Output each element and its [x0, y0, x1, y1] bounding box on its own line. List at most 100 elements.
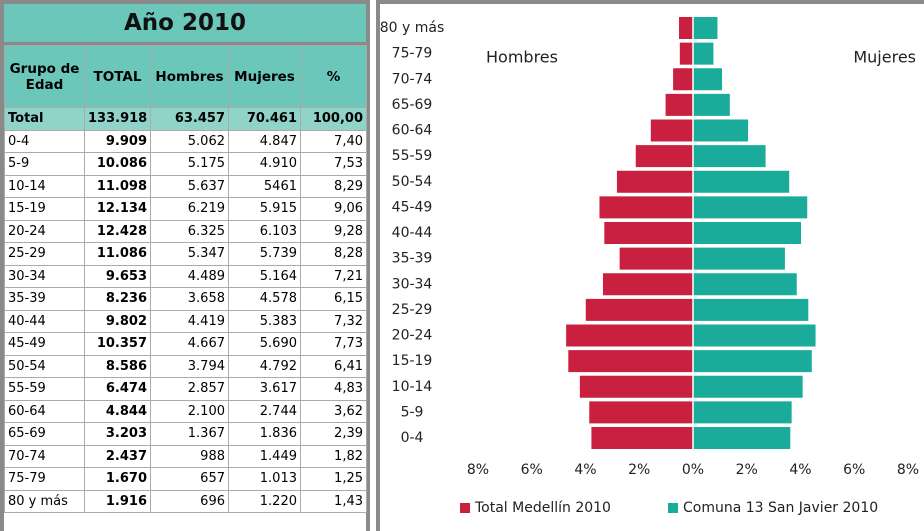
table-cell: 11.098 [84, 174, 151, 198]
table-cell: 5461 [228, 174, 301, 198]
table-cell: 8.236 [84, 287, 151, 311]
bar [693, 427, 791, 449]
table-cell: 50-54 [4, 354, 85, 378]
table-row: 30-34 9.653 4.489 5.164 7,21 [4, 264, 367, 288]
table-cell: 8,28 [300, 242, 367, 266]
table-cell: 1,82 [300, 444, 367, 468]
table-cell: 3.203 [84, 422, 151, 446]
table-cell: 80 y más [4, 489, 85, 513]
table-cell: 65-69 [4, 422, 85, 446]
y-tick-label: 60-64 [392, 123, 433, 139]
legend-swatch [460, 503, 470, 513]
bar [589, 401, 693, 424]
table-cell: 1.013 [228, 467, 301, 491]
bar [568, 350, 693, 373]
column-header: % [300, 45, 367, 108]
table-title: Año 2010 [4, 4, 366, 45]
table-row: 15-19 12.134 6.219 5.915 9,06 [4, 197, 367, 221]
bar [693, 68, 723, 91]
table-cell: 35-39 [4, 287, 85, 311]
y-tick-label: 20-24 [392, 328, 433, 344]
x-tick-label: 6% [521, 462, 543, 478]
table-cell: 75-79 [4, 467, 85, 491]
y-tick-label: 25-29 [392, 302, 433, 318]
x-tick-label: 4% [789, 462, 811, 478]
x-tick-label: 8% [467, 462, 489, 478]
table-cell: 2.437 [84, 444, 151, 468]
table-cell: 1.916 [84, 489, 151, 513]
table-cell: 3.658 [150, 287, 229, 311]
data-table: Año 2010 Grupo de Edad TOTAL Hombres Mujere… [0, 0, 370, 531]
table-row: 35-39 8.236 3.658 4.578 6,15 [4, 287, 367, 311]
table-cell: 6.474 [84, 377, 151, 401]
legend-swatch [668, 503, 678, 513]
table-cell: 30-34 [4, 264, 85, 288]
table-cell: 6.103 [228, 219, 301, 243]
table-cell: 6,15 [300, 287, 367, 311]
table-cell: 7,40 [300, 129, 367, 153]
legend-label: Comuna 13 San Javier 2010 [683, 500, 878, 516]
table-cell: 8,29 [300, 174, 367, 198]
y-tick-label: 30-34 [392, 276, 433, 292]
bar [693, 170, 790, 193]
y-tick-label: 40-44 [392, 225, 433, 241]
bar [693, 119, 749, 142]
table-cell: 55-59 [4, 377, 85, 401]
table-cell: 10-14 [4, 174, 85, 198]
bar [616, 170, 693, 193]
table-cell: 70-74 [4, 444, 85, 468]
x-tick-label: 0% [682, 462, 704, 478]
table-cell: 15-19 [4, 197, 85, 221]
y-tick-label: 75-79 [392, 46, 433, 62]
table-row: 40-44 9.802 4.419 5.383 7,32 [4, 309, 367, 333]
column-header: TOTAL [84, 45, 151, 108]
table-cell: 9,06 [300, 197, 367, 221]
bar [693, 298, 809, 321]
bar [693, 247, 785, 270]
table-cell: 133.918 [84, 107, 151, 131]
table-cell: 1.836 [228, 422, 301, 446]
table-cell: 11.086 [84, 242, 151, 266]
bar [665, 93, 693, 116]
column-header: Grupo de Edad [4, 45, 85, 108]
table-row: 10-14 11.098 5.637 5461 8,29 [4, 174, 367, 198]
table-cell: 3,62 [300, 399, 367, 423]
table-cell: 4.419 [150, 309, 229, 333]
table-cell: 6.325 [150, 219, 229, 243]
bar [602, 273, 693, 296]
table-cell: 5.915 [228, 197, 301, 221]
table-cell: 657 [150, 467, 229, 491]
table-cell: 7,21 [300, 264, 367, 288]
table-cell: 4.847 [228, 129, 301, 153]
column-header: Mujeres [228, 45, 301, 108]
bar [693, 273, 797, 296]
table-cell: 5.062 [150, 129, 229, 153]
table-row: 65-69 3.203 1.367 1.836 2,39 [4, 422, 367, 446]
y-tick-label: 65-69 [392, 97, 433, 113]
table-cell: 1.220 [228, 489, 301, 513]
table-cell: 9.909 [84, 129, 151, 153]
table-cell: 3.617 [228, 377, 301, 401]
column-header: Hombres [150, 45, 229, 108]
x-tick-label: 2% [736, 462, 758, 478]
x-tick-label: 4% [574, 462, 596, 478]
chart: 0-4 5-9 10-14 15-19 20-24 25-29 30-34 35-39 40-4… [376, 0, 924, 531]
bar [693, 375, 803, 398]
table-row: 75-79 1.670 657 1.013 1,25 [4, 467, 367, 491]
bar [619, 247, 693, 270]
table-cell: 12.428 [84, 219, 151, 243]
table-cell: 1,43 [300, 489, 367, 513]
bar [650, 119, 693, 142]
bar [579, 375, 693, 398]
table-cell: 10.357 [84, 332, 151, 356]
table-cell: 8.586 [84, 354, 151, 378]
y-tick-label: 80 y más [380, 20, 445, 36]
x-tick-label: 8% [897, 462, 919, 478]
table-cell: 7,73 [300, 332, 367, 356]
y-tick-label: 10-14 [392, 379, 433, 395]
bar [693, 350, 812, 373]
table-cell: 12.134 [84, 197, 151, 221]
table-cell: 100,00 [300, 107, 367, 131]
bar [585, 298, 693, 321]
table-cell: 9,28 [300, 219, 367, 243]
